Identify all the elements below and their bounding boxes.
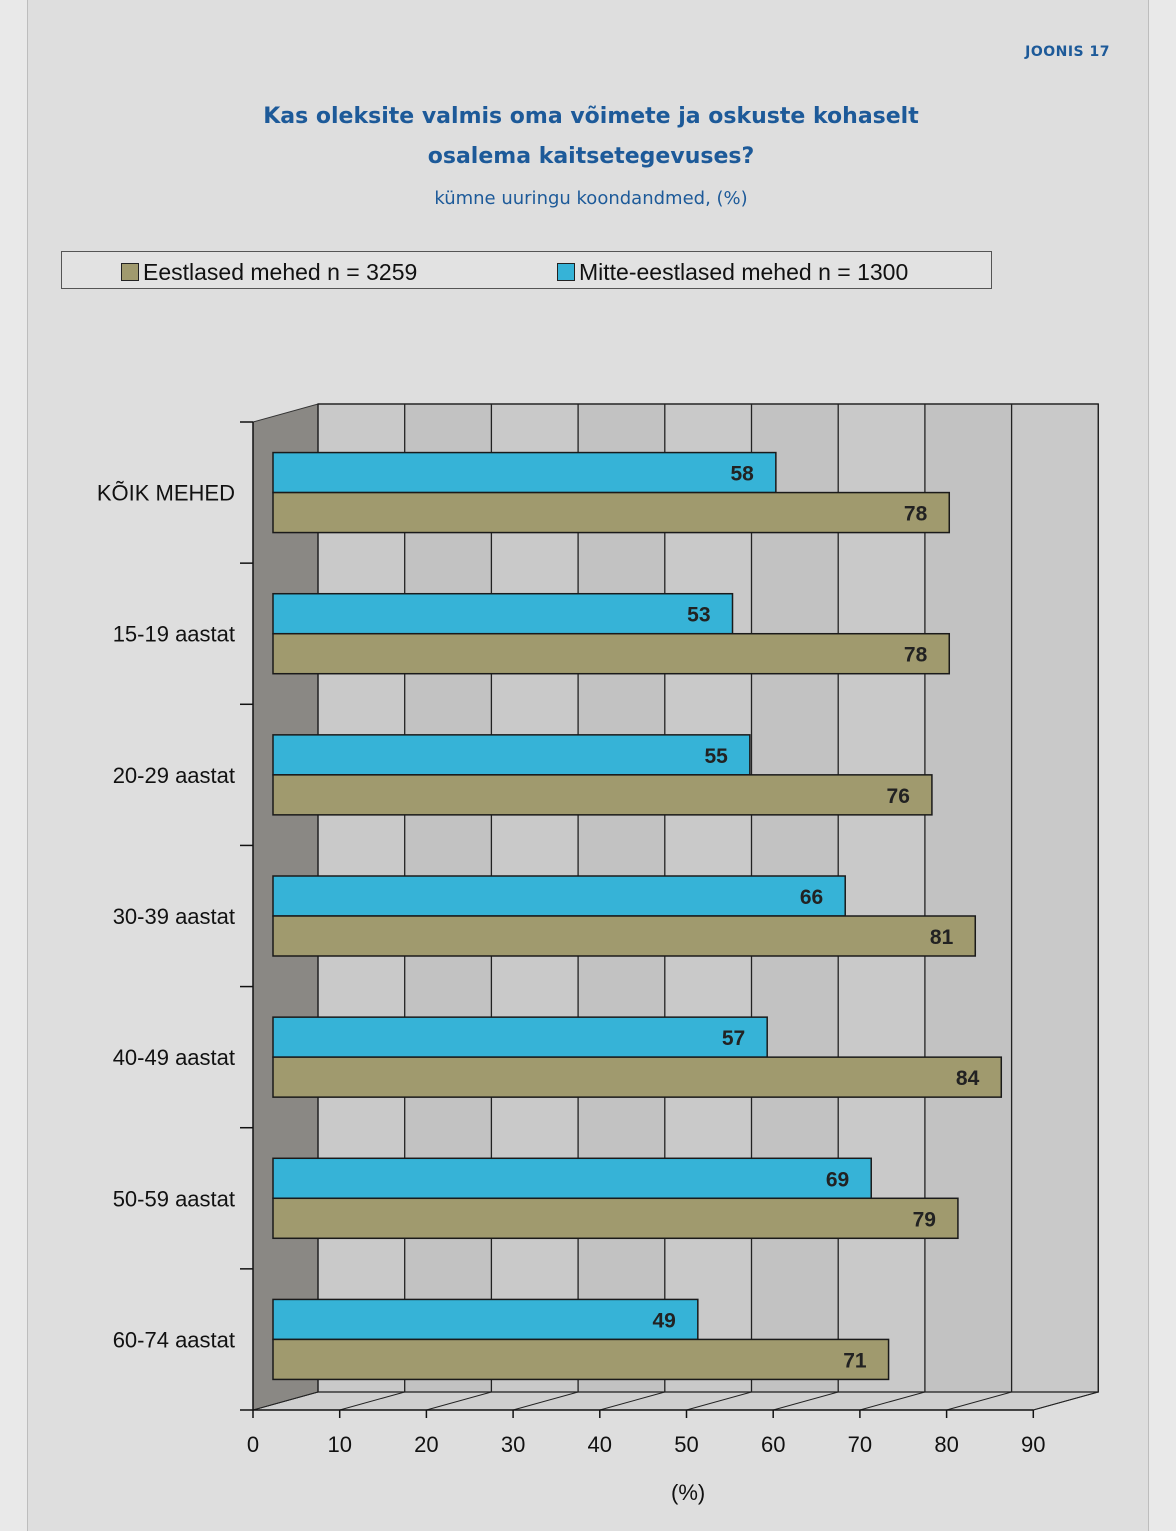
legend-label-estonians: Eestlased mehed n = 3259 [143,259,418,285]
legend-item-non-estonians: Mitte-eestlased mehed n = 1300 [557,259,908,286]
bar-value-label: 58 [731,463,755,486]
x-axis-label: (%) [671,1480,705,1505]
chart-floor [252,1391,1099,1411]
bar-value-label: 78 [904,503,928,526]
chart-legend: Eestlased mehed n = 3259 Mitte-eestlased… [61,251,992,289]
bar [272,1197,959,1240]
chart-title-line-2: osalema kaitsetegevuses? [427,144,755,169]
legend-item-estonians: Eestlased mehed n = 3259 [121,259,417,286]
y-category-label: 60-74 aastat [113,1327,235,1352]
bar [272,632,951,675]
floor-gridline [339,1391,405,1411]
figure-label: JOONIS 17 [1025,44,1110,60]
floor-gridline [686,1391,752,1411]
legend-swatch-non-estonians [557,263,575,281]
floor-gridline [859,1391,926,1411]
y-category-label: KÕIK MEHED [97,481,235,506]
floor-gridline [426,1391,492,1411]
y-category-label: 20-29 aastat [113,763,235,788]
x-tick-label: 0 [247,1432,259,1457]
bar [272,491,951,534]
x-tick-label: 90 [1021,1432,1045,1457]
bar [272,1298,699,1341]
bar [272,592,734,635]
bar [272,1338,890,1381]
legend-label-non-estonians: Mitte-eestlased mehed n = 1300 [579,259,909,285]
back-wall-band [924,404,1012,1392]
legend-swatch-estonians [121,263,139,281]
bar [272,774,933,816]
floor-gridline [252,1391,319,1411]
x-tick-label: 80 [934,1432,958,1457]
bar [272,1016,768,1058]
x-tick-label: 60 [761,1432,785,1457]
x-tick-label: 20 [414,1432,438,1457]
chart-title-line-1: Kas oleksite valmis oma võimete ja oskus… [263,104,919,129]
floor-gridline [512,1391,579,1411]
y-category-label: 50-59 aastat [113,1186,235,1211]
bar [272,1157,872,1200]
chart-subtitle: kümne uuringu koondandmed, (%) [434,188,748,209]
x-tick-label: 50 [674,1432,698,1457]
back-wall-band [1011,404,1099,1392]
bar [272,734,751,776]
bar-value-label: 79 [913,1208,936,1231]
bar-value-label: 81 [930,926,954,949]
floor-gridline [1033,1391,1099,1411]
y-category-label: 15-19 aastat [113,622,235,647]
back-wall-band [838,404,925,1392]
bar-value-label: 66 [800,886,823,909]
bar [272,875,846,917]
floor-gridline [773,1391,839,1411]
bar-value-label: 78 [904,644,928,667]
x-tick-label: 30 [501,1432,525,1457]
floor-gridline [599,1391,665,1411]
x-tick-label: 10 [327,1432,351,1457]
y-category-label: 30-39 aastat [113,904,235,929]
bar-value-label: 57 [722,1027,745,1050]
bar-value-label: 53 [687,604,710,627]
bar-value-label: 71 [843,1349,867,1372]
bar-value-label: 49 [652,1309,675,1332]
x-tick-label: 40 [588,1432,612,1457]
x-tick-label: 70 [848,1432,872,1457]
bar-value-label: 69 [826,1168,849,1191]
y-category-label: 40-49 aastat [113,1045,235,1070]
bar-value-label: 84 [956,1067,980,1090]
bar [272,915,977,957]
bar-value-label: 76 [887,785,910,808]
bar-value-label: 55 [704,745,728,768]
bar [272,1056,1003,1098]
bar [272,451,777,494]
floor-gridline [946,1391,1012,1411]
